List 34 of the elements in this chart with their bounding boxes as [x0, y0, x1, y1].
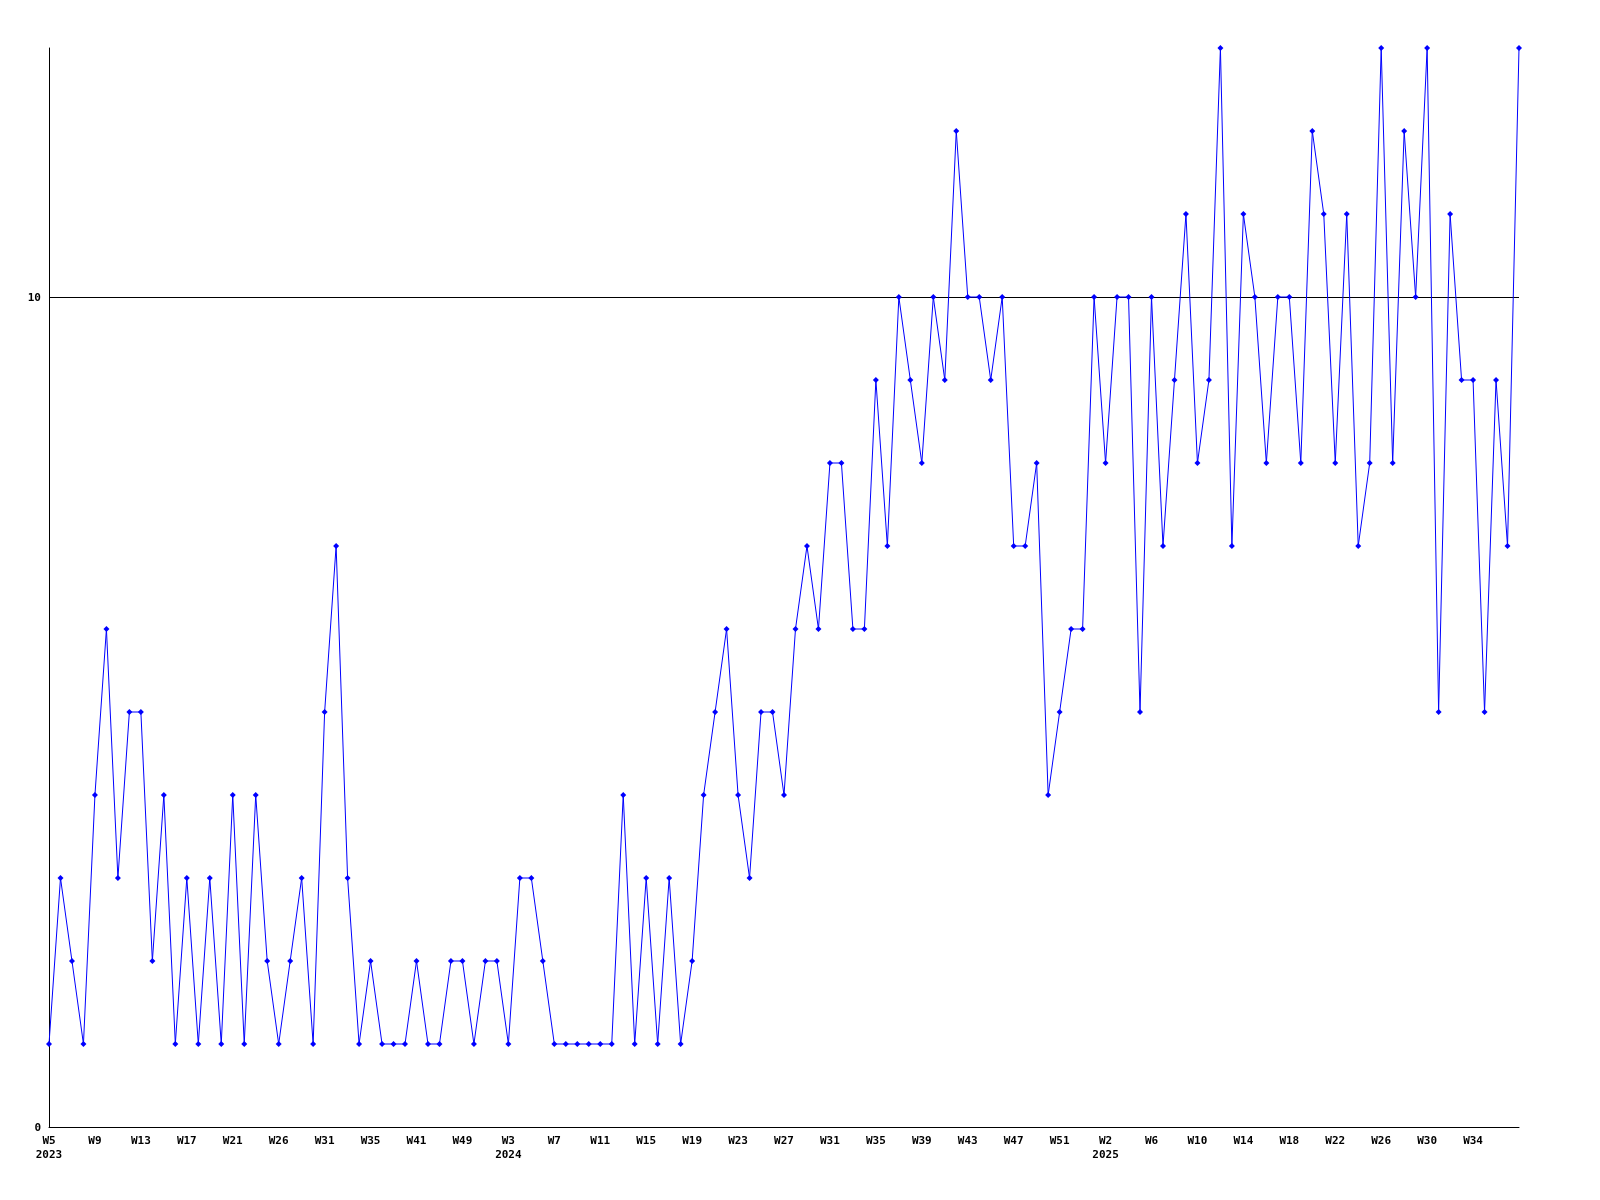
y-tick-label: 10 — [27, 290, 41, 304]
x-tick-label: W10 — [1187, 1133, 1208, 1147]
y-tick-label: 0 — [34, 1120, 41, 1134]
x-tick-label: W13 — [130, 1133, 151, 1147]
x-tick-label: W22 — [1325, 1133, 1346, 1147]
x-tick-label: W18 — [1279, 1133, 1300, 1147]
x-tick-label: W26 — [1371, 1133, 1392, 1147]
x-tick-label: W30 — [1417, 1133, 1438, 1147]
x-tick-label: W35 — [865, 1133, 886, 1147]
x-tick-label: W51 — [1049, 1133, 1070, 1147]
x-tick-label: W2 2025 — [1092, 1133, 1119, 1161]
x-tick-label: W41 — [406, 1133, 427, 1147]
x-tick-label: W15 — [636, 1133, 657, 1147]
x-tick-label: W5 2023 — [35, 1133, 63, 1161]
x-tick-label: W3 2024 — [495, 1133, 522, 1161]
x-tick-label: W9 — [88, 1133, 102, 1147]
x-tick-label: W49 — [452, 1133, 473, 1147]
x-tick-label: W23 — [728, 1133, 748, 1147]
x-tick-label: W19 — [682, 1133, 703, 1147]
x-tick-label: W7 — [547, 1133, 561, 1147]
x-tick-label: W35 — [360, 1133, 381, 1147]
x-tick-label: W17 — [176, 1133, 197, 1147]
x-tick-label: W21 — [222, 1133, 244, 1147]
x-tick-label: W6 — [1144, 1133, 1159, 1147]
x-tick-label: W11 — [590, 1133, 611, 1147]
x-tick-label: W34 — [1463, 1133, 1484, 1147]
x-tick-label: W31 — [314, 1133, 335, 1147]
x-tick-label: W27 — [774, 1133, 794, 1147]
x-tick-label: W43 — [957, 1133, 978, 1147]
x-tick-label: W14 — [1233, 1133, 1254, 1147]
x-tick-label: W31 — [820, 1133, 841, 1147]
x-tick-label: W39 — [911, 1133, 932, 1147]
x-tick-label: W26 — [268, 1133, 289, 1147]
x-tick-label: W47 — [1003, 1133, 1024, 1147]
